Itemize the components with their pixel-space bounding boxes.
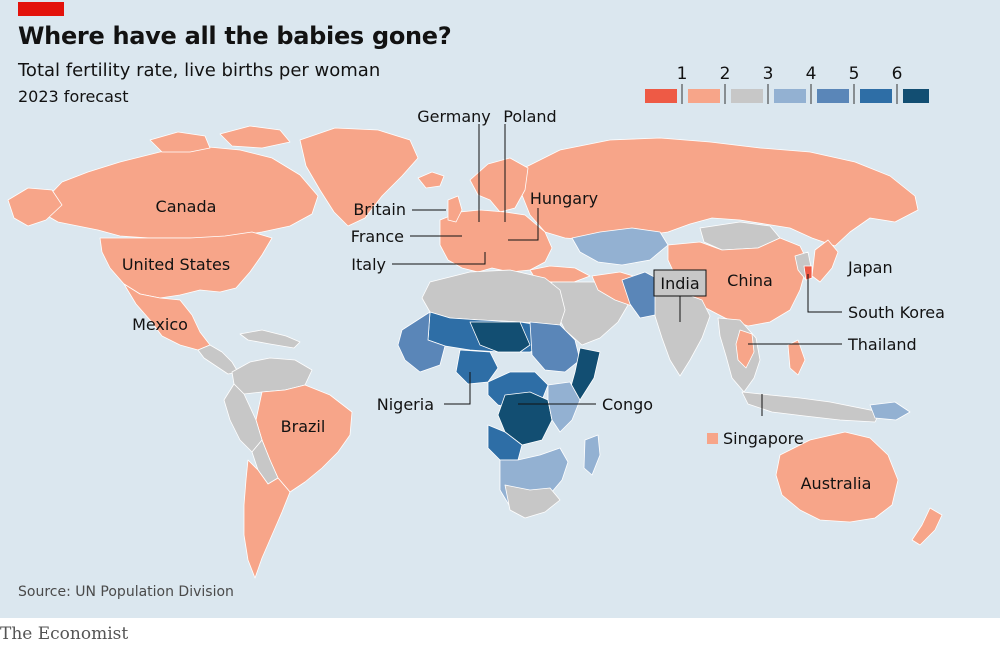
southern-cone-shape <box>243 459 291 579</box>
label-australia: Australia <box>801 474 872 493</box>
south-korea-leader <box>807 274 842 313</box>
label-nigeria: Nigeria <box>377 395 434 414</box>
singapore-label-group: Singapore <box>707 429 804 448</box>
legend-swatch-0 <box>645 89 677 103</box>
central-asia-shape <box>571 227 669 266</box>
world-map: 1 2 3 4 5 6 <box>7 64 945 579</box>
label-germany: Germany <box>417 107 491 126</box>
madagascar-shape <box>583 434 601 476</box>
south-africa-shape <box>504 484 561 519</box>
chart-subtitle-year: 2023 forecast <box>18 87 129 106</box>
alaska-shape <box>7 187 63 227</box>
singapore-marker <box>707 433 718 444</box>
japan-shape <box>811 239 839 283</box>
label-hungary: Hungary <box>530 189 598 208</box>
legend-label-2: 2 <box>720 64 731 84</box>
legend-label-5: 5 <box>849 64 860 84</box>
britain-shape <box>447 195 463 223</box>
nigeria-shape <box>455 349 499 385</box>
label-france: France <box>351 227 404 246</box>
legend-swatch-2 <box>731 89 763 103</box>
label-south-korea: South Korea <box>848 303 945 322</box>
new-zealand-shape <box>911 507 943 546</box>
label-mexico: Mexico <box>132 315 188 334</box>
central-america-shape <box>197 344 239 375</box>
philippines-shape <box>787 339 806 376</box>
chart-subtitle: Total fertility rate, live births per wo… <box>18 60 381 81</box>
greenland-shape <box>299 127 419 227</box>
legend-label-3: 3 <box>763 64 774 84</box>
chart-title: Where have all the babies gone? <box>18 22 452 50</box>
indonesia-shape <box>741 391 881 423</box>
map-chart: Where have all the babies gone? Total fe… <box>0 0 1000 618</box>
australia-shape <box>775 431 899 523</box>
legend: 1 2 3 4 5 6 <box>645 64 929 104</box>
legend-swatch-4 <box>817 89 849 103</box>
legend-swatch-3 <box>774 89 806 103</box>
thailand-shape <box>735 329 755 369</box>
legend-label-6: 6 <box>892 64 903 84</box>
india-label-group: India <box>653 269 707 297</box>
canada-shape <box>39 145 319 239</box>
label-britain: Britain <box>353 200 406 219</box>
niger-chad-shape <box>469 321 531 353</box>
india-shape <box>654 291 711 377</box>
land <box>7 125 943 579</box>
source-note: Source: UN Population Division <box>18 584 234 600</box>
east-africa-shape <box>547 381 581 433</box>
brand-red-tab <box>18 2 64 16</box>
brand-logo-text: The Economist <box>0 624 129 644</box>
west-africa-shape <box>397 311 446 373</box>
label-china: China <box>727 271 773 290</box>
label-canada: Canada <box>156 197 217 216</box>
label-india: India <box>660 274 699 293</box>
caribbean-shape <box>239 329 301 349</box>
legend-swatch-5 <box>860 89 892 103</box>
label-thailand: Thailand <box>847 335 917 354</box>
legend-swatch-1 <box>688 89 720 103</box>
india-label-box <box>653 269 707 297</box>
italy-leader <box>392 252 486 265</box>
nigeria-leader <box>444 372 471 405</box>
label-congo: Congo <box>602 395 653 414</box>
arctic-islands-shape <box>149 125 291 153</box>
east-africa-north-shape <box>529 321 581 373</box>
label-italy: Italy <box>351 255 386 274</box>
south-korea-shape <box>803 265 813 281</box>
hungary-leader <box>508 208 539 241</box>
iceland-shape <box>417 171 445 189</box>
label-poland: Poland <box>503 107 556 126</box>
congo-shape <box>497 391 553 446</box>
scandinavia-shape <box>469 157 529 213</box>
legend-label-1: 1 <box>677 64 688 84</box>
label-japan: Japan <box>847 258 893 277</box>
legend-label-4: 4 <box>806 64 817 84</box>
usa-shape <box>99 231 273 299</box>
leader-lines <box>392 124 842 416</box>
label-brazil: Brazil <box>281 417 326 436</box>
png-shape <box>869 401 911 421</box>
label-united-states: United States <box>122 255 230 274</box>
country-labels: Germany Poland Hungary Britain France It… <box>122 107 945 493</box>
label-singapore: Singapore <box>723 429 804 448</box>
legend-swatch-6 <box>903 89 929 103</box>
